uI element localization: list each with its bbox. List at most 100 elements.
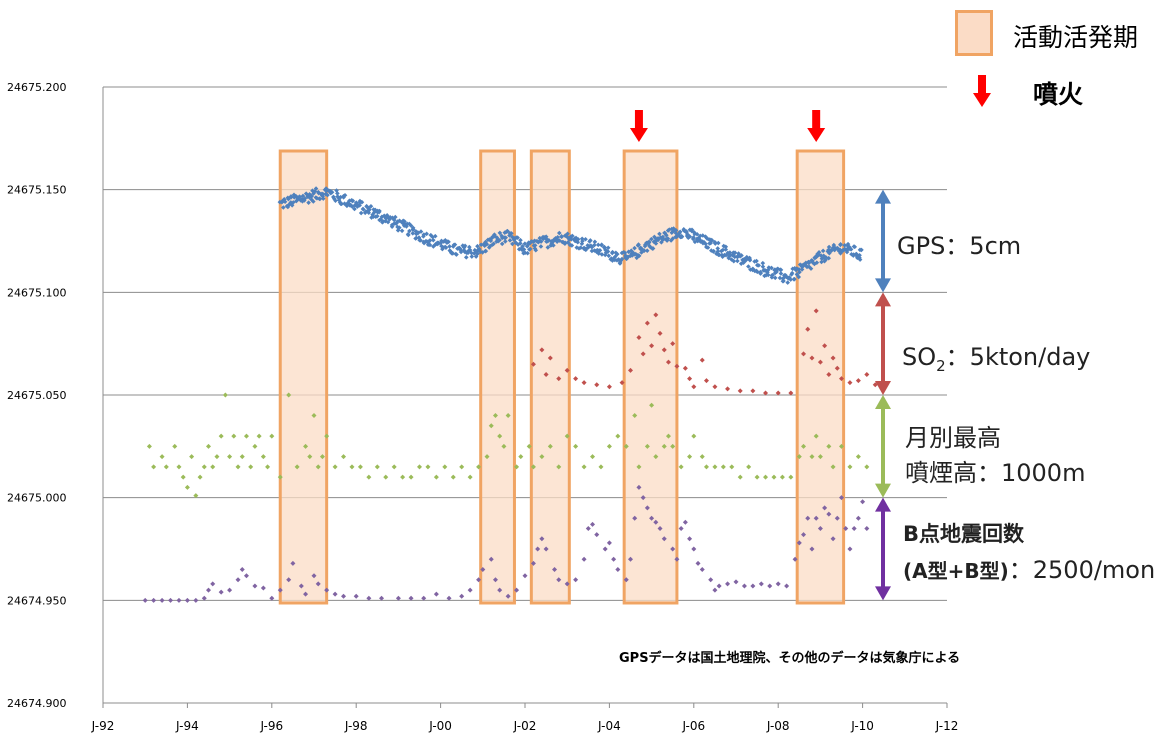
data-point	[197, 474, 203, 480]
data-point	[472, 247, 478, 253]
data-point	[817, 454, 823, 460]
data-point	[590, 521, 596, 527]
data-point	[392, 214, 398, 220]
data-point	[371, 210, 377, 215]
data-point	[670, 341, 676, 347]
data-point	[581, 556, 587, 562]
data-point	[860, 499, 866, 505]
data-point	[391, 464, 397, 470]
data-point	[580, 238, 585, 244]
data-point	[573, 376, 579, 382]
data-point	[691, 235, 696, 240]
data-point	[772, 275, 778, 281]
data-point	[657, 231, 662, 237]
data-point	[816, 250, 822, 255]
scale-bar-head-bottom	[875, 278, 891, 293]
data-point	[592, 239, 598, 245]
data-point	[826, 255, 832, 261]
data-point	[723, 247, 729, 252]
data-point	[632, 245, 637, 251]
data-point	[522, 573, 528, 579]
data-point	[332, 591, 338, 597]
data-point	[265, 464, 271, 470]
data-point	[544, 237, 550, 242]
data-point	[427, 242, 433, 248]
data-point	[201, 464, 207, 470]
data-point	[379, 595, 385, 601]
data-point	[691, 384, 697, 390]
plume-scale-label-2: 噴煙高：1000m	[905, 459, 1086, 487]
data-point	[774, 269, 779, 275]
data-point	[661, 347, 667, 353]
data-point	[623, 253, 628, 259]
data-point	[864, 371, 870, 377]
data-point	[598, 464, 604, 470]
data-point	[460, 243, 466, 248]
data-point	[864, 525, 870, 531]
data-point	[617, 261, 623, 266]
data-point	[671, 228, 677, 234]
data-point	[589, 244, 595, 250]
data-point	[674, 234, 679, 240]
data-point	[605, 249, 611, 255]
data-point	[746, 264, 751, 269]
data-point	[357, 464, 363, 470]
data-point	[447, 244, 452, 249]
data-point	[727, 250, 733, 255]
data-point	[314, 195, 320, 201]
data-point	[701, 239, 707, 245]
data-point	[336, 197, 342, 203]
scale-bar-head-bottom	[875, 381, 891, 395]
data-point	[349, 204, 355, 209]
data-point	[317, 196, 322, 201]
data-point	[847, 464, 853, 470]
data-point	[557, 238, 562, 243]
data-point	[319, 454, 325, 460]
data-point	[737, 388, 743, 394]
data-point	[581, 464, 587, 470]
data-point	[505, 593, 511, 599]
data-point	[646, 239, 652, 245]
data-point	[801, 443, 807, 449]
data-point	[332, 464, 338, 470]
data-point	[547, 355, 553, 361]
data-point	[754, 474, 760, 480]
data-point	[430, 234, 435, 240]
data-point	[579, 241, 585, 247]
data-point	[687, 454, 693, 460]
data-point	[309, 193, 314, 199]
data-point	[731, 258, 737, 264]
data-point	[323, 191, 328, 197]
data-point	[715, 248, 721, 254]
data-point	[384, 213, 390, 218]
data-point	[623, 443, 629, 449]
data-point	[796, 267, 802, 272]
data-point	[797, 269, 802, 275]
data-point	[590, 454, 596, 460]
data-point	[703, 378, 709, 384]
data-point	[682, 365, 688, 371]
data-point	[172, 443, 178, 449]
data-points	[142, 186, 878, 603]
data-point	[823, 255, 829, 260]
data-point	[653, 454, 659, 460]
data-point	[306, 194, 312, 200]
data-point	[320, 196, 326, 201]
data-point	[333, 198, 338, 203]
data-point	[306, 200, 311, 205]
data-point	[408, 223, 414, 228]
data-point	[454, 252, 459, 257]
data-point	[765, 272, 771, 278]
data-point	[418, 229, 424, 234]
data-point	[716, 583, 722, 589]
data-point	[473, 254, 479, 259]
data-point	[720, 464, 726, 470]
data-point	[480, 250, 485, 255]
data-point	[711, 248, 716, 254]
data-point	[462, 243, 468, 249]
data-point	[732, 250, 738, 256]
data-point	[543, 234, 549, 239]
data-point	[515, 235, 520, 240]
data-point	[497, 230, 503, 236]
data-point	[685, 232, 690, 237]
